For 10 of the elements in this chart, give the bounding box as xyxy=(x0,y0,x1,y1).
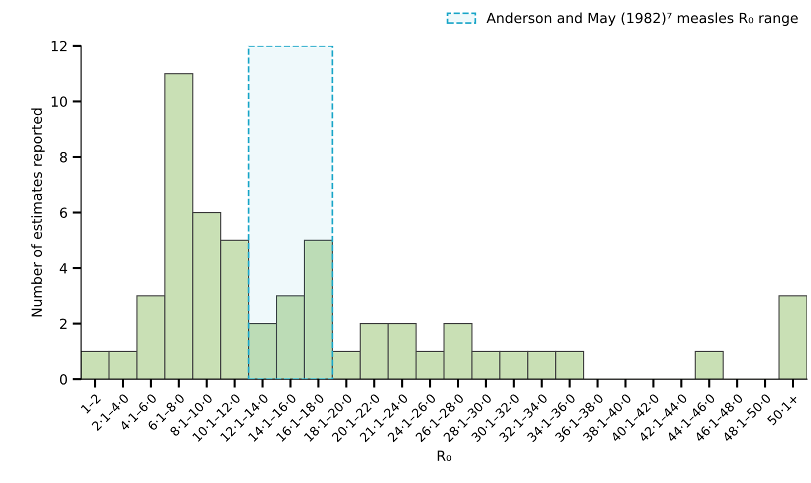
y-tick-label: 10 xyxy=(52,96,67,107)
y-tick-label: 2 xyxy=(60,318,67,329)
y-tick-label: 0 xyxy=(60,374,67,385)
y-tick-label: 6 xyxy=(60,207,68,218)
y-axis-title: Number of estimates reported xyxy=(31,108,45,316)
y-tick-label: 12 xyxy=(52,40,67,52)
y-tick-label: 8 xyxy=(60,152,67,162)
legend-label: Anderson and May (1982)⁷ measles R₀ range xyxy=(486,12,798,26)
y-tick-label: 4 xyxy=(60,263,68,274)
x-axis-title: R₀ xyxy=(438,450,452,461)
